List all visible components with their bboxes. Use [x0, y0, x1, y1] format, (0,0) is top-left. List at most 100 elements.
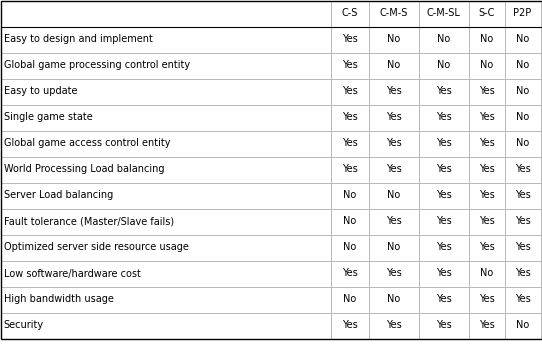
- Text: Yes: Yes: [436, 217, 451, 226]
- Text: Yes: Yes: [436, 295, 451, 305]
- Bar: [369, 312, 418, 339]
- Text: Yes: Yes: [514, 191, 531, 201]
- Text: Yes: Yes: [385, 321, 402, 331]
- Text: Yes: Yes: [436, 321, 451, 331]
- Bar: [418, 312, 468, 339]
- Bar: [331, 157, 369, 182]
- Text: High bandwidth usage: High bandwidth usage: [3, 295, 113, 305]
- Bar: [468, 208, 505, 235]
- Bar: [505, 235, 540, 261]
- Text: Yes: Yes: [514, 217, 531, 226]
- Bar: [1, 27, 331, 53]
- Text: Yes: Yes: [514, 268, 531, 279]
- Text: Global game processing control entity: Global game processing control entity: [3, 60, 190, 71]
- Text: Yes: Yes: [385, 138, 402, 148]
- Bar: [331, 261, 369, 286]
- Bar: [369, 157, 418, 182]
- Bar: [540, 131, 542, 157]
- Text: No: No: [516, 87, 529, 97]
- Bar: [418, 182, 468, 208]
- Bar: [1, 182, 331, 208]
- Text: Yes: Yes: [385, 268, 402, 279]
- Text: Yes: Yes: [479, 295, 494, 305]
- Text: Yes: Yes: [514, 295, 531, 305]
- Bar: [418, 104, 468, 131]
- Bar: [505, 78, 540, 104]
- Text: No: No: [387, 242, 400, 252]
- Bar: [369, 0, 418, 27]
- Bar: [468, 235, 505, 261]
- Text: Yes: Yes: [514, 164, 531, 175]
- Text: No: No: [516, 321, 529, 331]
- Text: Yes: Yes: [479, 138, 494, 148]
- Bar: [505, 312, 540, 339]
- Text: Yes: Yes: [479, 321, 494, 331]
- Text: No: No: [516, 113, 529, 122]
- Text: Yes: Yes: [514, 242, 531, 252]
- Bar: [1, 78, 331, 104]
- Bar: [505, 131, 540, 157]
- Text: No: No: [437, 60, 450, 71]
- Text: Single game state: Single game state: [3, 113, 92, 122]
- Bar: [331, 208, 369, 235]
- Bar: [540, 261, 542, 286]
- Bar: [468, 286, 505, 312]
- Bar: [1, 131, 331, 157]
- Bar: [418, 235, 468, 261]
- Text: Yes: Yes: [341, 268, 357, 279]
- Bar: [540, 182, 542, 208]
- Text: Security: Security: [3, 321, 43, 331]
- Bar: [540, 0, 542, 27]
- Text: Yes: Yes: [341, 34, 357, 44]
- Text: Yes: Yes: [479, 217, 494, 226]
- Bar: [418, 53, 468, 78]
- Bar: [418, 286, 468, 312]
- Bar: [1, 261, 331, 286]
- Bar: [418, 261, 468, 286]
- Bar: [331, 27, 369, 53]
- Text: No: No: [343, 242, 356, 252]
- Bar: [1, 104, 331, 131]
- Text: Yes: Yes: [341, 321, 357, 331]
- Bar: [331, 78, 369, 104]
- Bar: [540, 235, 542, 261]
- Text: C-M-S: C-M-S: [379, 9, 408, 18]
- Bar: [468, 131, 505, 157]
- Bar: [418, 208, 468, 235]
- Bar: [468, 104, 505, 131]
- Bar: [505, 104, 540, 131]
- Text: Low software/hardware cost: Low software/hardware cost: [3, 268, 140, 279]
- Bar: [331, 235, 369, 261]
- Text: Yes: Yes: [385, 87, 402, 97]
- Text: No: No: [343, 191, 356, 201]
- Bar: [540, 53, 542, 78]
- Text: No: No: [516, 34, 529, 44]
- Bar: [369, 235, 418, 261]
- Bar: [540, 208, 542, 235]
- Text: Yes: Yes: [385, 164, 402, 175]
- Bar: [505, 182, 540, 208]
- Text: Easy to update: Easy to update: [3, 87, 77, 97]
- Bar: [505, 53, 540, 78]
- Bar: [331, 286, 369, 312]
- Text: Yes: Yes: [436, 87, 451, 97]
- Bar: [540, 78, 542, 104]
- Text: No: No: [387, 34, 400, 44]
- Text: Yes: Yes: [479, 191, 494, 201]
- Text: S-C: S-C: [478, 9, 495, 18]
- Text: Fault tolerance (Master/Slave fails): Fault tolerance (Master/Slave fails): [3, 217, 173, 226]
- Text: World Processing Load balancing: World Processing Load balancing: [3, 164, 164, 175]
- Text: No: No: [516, 138, 529, 148]
- Bar: [418, 131, 468, 157]
- Bar: [1, 157, 331, 182]
- Bar: [331, 182, 369, 208]
- Bar: [1, 53, 331, 78]
- Text: Yes: Yes: [341, 87, 357, 97]
- Text: Yes: Yes: [436, 242, 451, 252]
- Bar: [369, 286, 418, 312]
- Text: Easy to design and implement: Easy to design and implement: [3, 34, 152, 44]
- Text: No: No: [343, 295, 356, 305]
- Text: Yes: Yes: [341, 164, 357, 175]
- Text: Server Load balancing: Server Load balancing: [3, 191, 113, 201]
- Bar: [369, 261, 418, 286]
